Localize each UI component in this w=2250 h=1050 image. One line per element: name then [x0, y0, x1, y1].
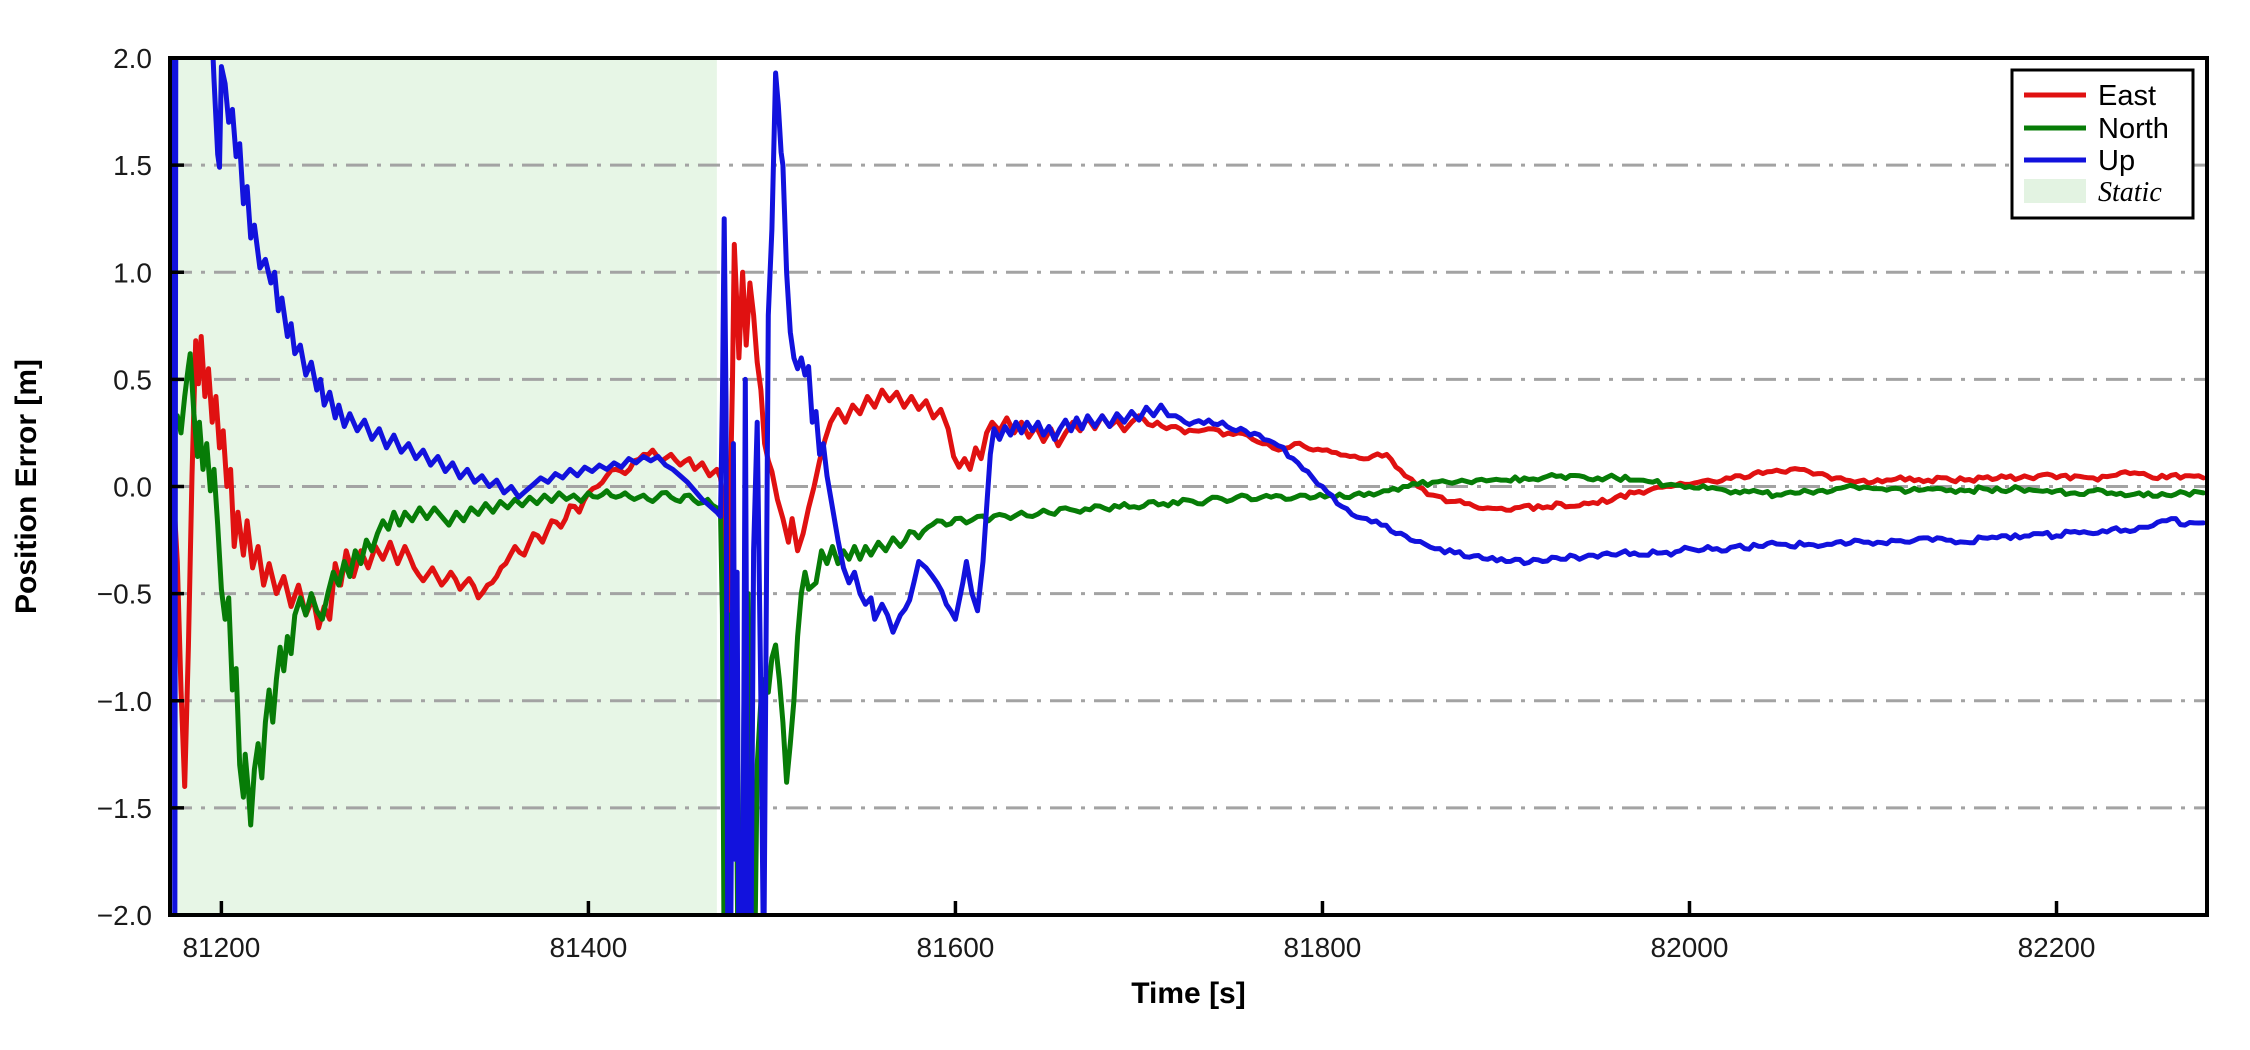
- x-tick-label-82000: 82000: [1651, 932, 1729, 963]
- y-tick-label-0.5: 0.5: [113, 364, 152, 395]
- y-tick-label-1.0: 1.0: [113, 257, 152, 288]
- y-tick-label-−1.0: −1.0: [97, 686, 152, 717]
- y-axis-ticks: 2.0 1.5 1.0 0.5 0.0 −0.5 −1.0 −1.5 −2.0: [97, 43, 184, 931]
- north-line: [171, 351, 2206, 915]
- x-tick-label-81400: 81400: [549, 932, 627, 963]
- x-tick-label-81800: 81800: [1284, 932, 1362, 963]
- x-tick-label-81200: 81200: [182, 932, 260, 963]
- x-tick-label-81600: 81600: [917, 932, 995, 963]
- x-axis-label: Time [s]: [1131, 977, 1245, 1010]
- legend-east-label: East: [2098, 80, 2156, 112]
- y-tick-label-−0.5: −0.5: [97, 579, 152, 610]
- y-tick-label-−1.5: −1.5: [97, 793, 152, 824]
- legend-up-label: Up: [2098, 145, 2135, 177]
- legend: East North Up Static: [2010, 68, 2195, 220]
- up-line: [171, 58, 2206, 915]
- y-tick-label-0.0: 0.0: [113, 472, 152, 503]
- x-tick-label-82200: 82200: [2018, 932, 2096, 963]
- legend-static-swatch: [2024, 179, 2086, 203]
- legend-north-label: North: [2098, 113, 2169, 145]
- y-tick-label-2.0: 2.0: [113, 43, 152, 74]
- y-tick-label-1.5: 1.5: [113, 150, 152, 181]
- legend-static-label: Static: [2098, 177, 2162, 208]
- y-tick-label-−2.0: −2.0: [97, 900, 152, 931]
- y-axis-label: Position Error [m]: [10, 359, 43, 614]
- x-axis-ticks: 81200 81400 81600 81800 82000 82200: [182, 901, 2095, 963]
